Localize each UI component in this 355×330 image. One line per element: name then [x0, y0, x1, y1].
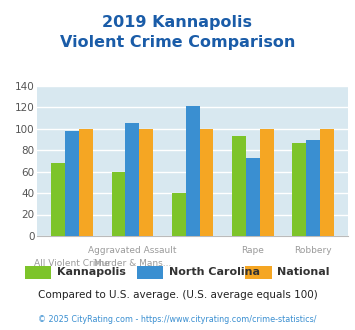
Bar: [200, 129, 213, 236]
Bar: [79, 129, 93, 236]
Bar: [260, 129, 274, 236]
Bar: [292, 143, 306, 236]
Bar: [125, 123, 139, 236]
Text: Rape: Rape: [241, 247, 264, 255]
Bar: [111, 172, 125, 236]
Text: All Violent Crime: All Violent Crime: [34, 259, 110, 268]
Bar: [320, 129, 334, 236]
Text: Aggravated Assault: Aggravated Assault: [88, 247, 177, 255]
Text: Compared to U.S. average. (U.S. average equals 100): Compared to U.S. average. (U.S. average …: [38, 290, 317, 300]
Bar: [65, 131, 79, 236]
Bar: [172, 193, 186, 236]
Text: National: National: [277, 267, 329, 277]
Bar: [186, 106, 200, 236]
Text: North Carolina: North Carolina: [169, 267, 260, 277]
Bar: [51, 163, 65, 236]
Bar: [139, 129, 153, 236]
Text: Robbery: Robbery: [294, 247, 332, 255]
Bar: [306, 141, 320, 236]
Bar: [246, 158, 260, 236]
Bar: [232, 136, 246, 236]
Text: Kannapolis: Kannapolis: [57, 267, 126, 277]
Text: Murder & Mans...: Murder & Mans...: [94, 259, 171, 268]
Text: © 2025 CityRating.com - https://www.cityrating.com/crime-statistics/: © 2025 CityRating.com - https://www.city…: [38, 315, 317, 324]
Text: 2019 Kannapolis: 2019 Kannapolis: [103, 15, 252, 30]
Text: Violent Crime Comparison: Violent Crime Comparison: [60, 35, 295, 50]
